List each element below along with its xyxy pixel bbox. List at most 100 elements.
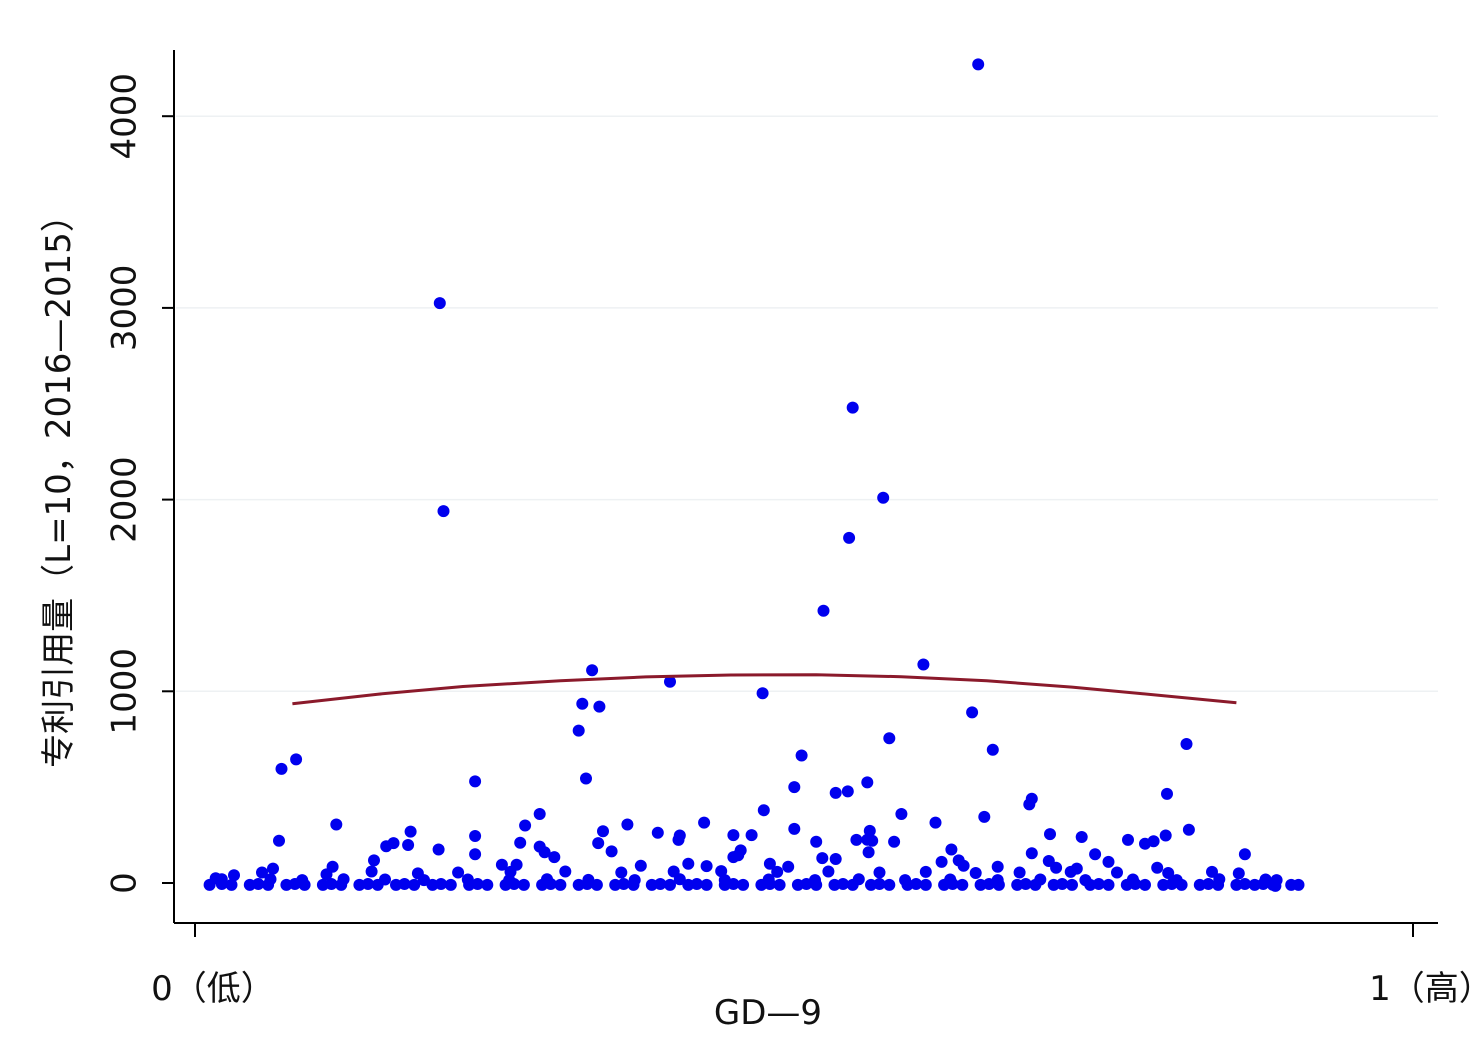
scatter-point: [1075, 831, 1088, 843]
scatter-point: [1023, 798, 1036, 811]
scatter-point: [846, 401, 859, 414]
scatter-point: [544, 878, 557, 890]
x-ticks: 0（低） 1（高）: [151, 923, 1482, 1009]
scatter-point: [444, 878, 457, 891]
scatter-point: [615, 866, 628, 879]
scatter-point: [866, 834, 879, 847]
scatter-point: [1029, 878, 1042, 891]
scatter-point: [481, 878, 494, 891]
scatter-point: [1064, 865, 1077, 878]
scatter-point: [966, 706, 979, 719]
scatter-point: [1238, 848, 1251, 861]
scatter-point: [335, 878, 348, 891]
scatter-point: [519, 819, 532, 832]
scatter-point: [700, 860, 713, 873]
scatter-point: [368, 854, 380, 867]
scatter-point: [1182, 823, 1195, 836]
scatter-point: [1238, 878, 1251, 890]
scatter-point: [986, 743, 999, 756]
scatter-point: [1270, 874, 1283, 887]
scatter-point: [1019, 878, 1032, 890]
scatter-point: [978, 810, 991, 823]
scatter-point: [969, 867, 982, 879]
scatter-point: [800, 878, 813, 890]
scatter-point: [215, 878, 228, 890]
scatter-point: [469, 848, 482, 861]
scatter-point: [1089, 848, 1102, 861]
scatter-point: [298, 878, 311, 891]
scatter-point: [1180, 738, 1193, 750]
scatter-point: [788, 822, 801, 835]
fitted-curve-layer: [292, 673, 1237, 706]
scatter-point: [252, 878, 265, 890]
scatter-point: [972, 58, 985, 71]
scatter-point: [829, 786, 842, 799]
scatter-point: [452, 866, 465, 879]
scatter-point: [1044, 828, 1056, 841]
scatter-point: [929, 816, 942, 829]
scatter-point: [1151, 861, 1164, 874]
scatter-point: [727, 851, 740, 864]
scatter-point: [829, 853, 842, 865]
scatter-point: [471, 878, 484, 890]
scatter-point: [715, 865, 728, 878]
scatter-point: [1129, 878, 1142, 890]
scatter-point: [225, 878, 238, 891]
scatter-point: [1161, 787, 1173, 800]
scatter-point: [992, 878, 1005, 891]
scatter-point: [956, 878, 969, 891]
x-tick-label-0: 0（低）: [151, 969, 275, 1009]
scatter-point: [590, 878, 603, 891]
scatter-point: [1162, 867, 1175, 879]
scatter-point: [593, 700, 606, 713]
scatter-point: [1202, 878, 1215, 890]
scatter-point: [1139, 837, 1151, 850]
scatter-point: [404, 825, 417, 838]
scatter-point: [757, 804, 770, 817]
scatter-point: [816, 852, 829, 865]
scatter-point: [873, 878, 886, 890]
grid-lines: [176, 115, 1438, 693]
scatter-point: [1165, 878, 1178, 890]
scatter-point: [290, 753, 303, 766]
scatter-point: [877, 491, 890, 504]
scatter-point: [1056, 878, 1069, 890]
scatter-point: [1292, 878, 1305, 891]
scatter-point: [883, 732, 896, 745]
scatter-point: [398, 878, 411, 890]
scatter-point: [554, 878, 567, 891]
scatter-point: [910, 878, 923, 890]
scatter-point: [771, 865, 784, 878]
scatter-point: [810, 835, 823, 848]
scatter-point: [1050, 861, 1063, 874]
scatter-point: [654, 878, 667, 890]
scatter-point: [495, 858, 508, 871]
scatter-point: [895, 808, 908, 820]
scatter-point: [935, 855, 948, 868]
scatter-point: [548, 851, 561, 864]
scatter-point: [1025, 847, 1038, 860]
scatter-point: [256, 866, 268, 879]
x-tick-label-1: 1（高）: [1369, 969, 1482, 1009]
scatter-point: [1066, 878, 1078, 891]
scatter-point: [433, 297, 446, 310]
scatter-point: [788, 781, 801, 794]
scatter-point: [267, 862, 279, 875]
scatter-point: [664, 878, 676, 891]
scatter-point: [402, 839, 415, 851]
scatter-point: [320, 868, 333, 881]
scatter-point: [919, 865, 932, 878]
scatter-point: [273, 834, 285, 847]
scatter-point: [228, 869, 240, 882]
scatter-point: [700, 878, 713, 891]
scatter-point: [572, 724, 585, 737]
scatter-point: [862, 846, 875, 859]
scatter-point: [763, 878, 776, 890]
scatter-point: [576, 697, 589, 710]
scatter-point: [605, 845, 618, 858]
scatter-point: [1159, 829, 1172, 842]
scatter-point: [991, 860, 1004, 873]
scatter-point: [773, 878, 786, 891]
scatter-point: [592, 837, 605, 850]
scatter-point: [1122, 833, 1134, 846]
